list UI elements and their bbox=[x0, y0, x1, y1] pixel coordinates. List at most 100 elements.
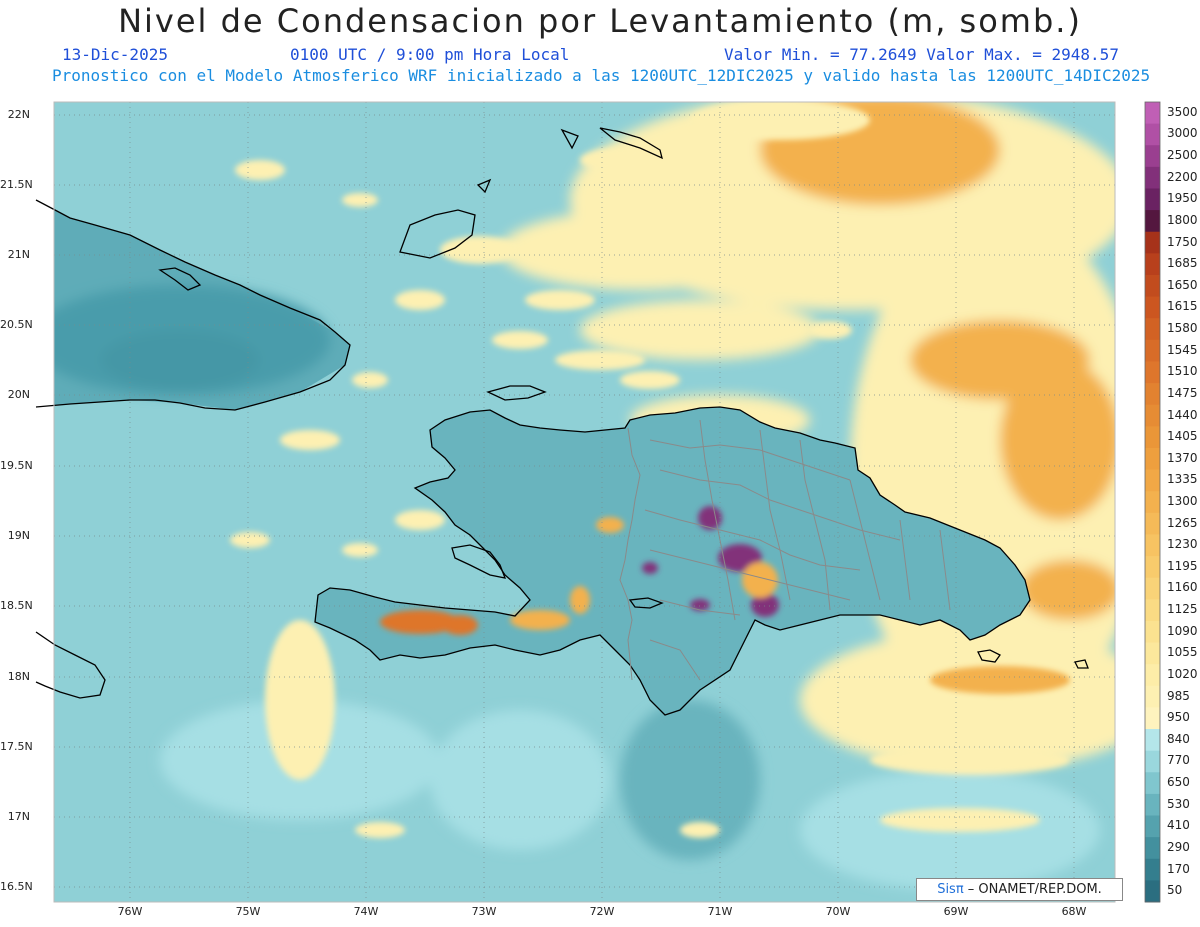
colorbar-swatch bbox=[1145, 707, 1160, 730]
caicos-islands bbox=[476, 127, 663, 194]
lat-tick-label: 18.5N bbox=[0, 599, 33, 612]
high-lcl-cells bbox=[380, 506, 779, 635]
colorbar-swatch bbox=[1145, 729, 1160, 752]
colorbar-label: 50 bbox=[1167, 883, 1183, 898]
colorbar-label: 530 bbox=[1167, 796, 1190, 811]
credit-text: – ONAMET/REP.DOM. bbox=[963, 882, 1102, 897]
field-streak bbox=[750, 260, 810, 280]
colorbar-label: 290 bbox=[1167, 839, 1190, 854]
lon-tick-label: 75W bbox=[235, 905, 261, 918]
field-blob bbox=[620, 700, 760, 860]
colorbar-swatch bbox=[1145, 534, 1160, 557]
lat-tick-label: 19.5N bbox=[0, 459, 33, 472]
field-streak bbox=[395, 290, 445, 310]
colorbar-swatch bbox=[1145, 339, 1160, 362]
colorbar-swatch bbox=[1145, 750, 1160, 773]
lon-tick-label: 70W bbox=[825, 905, 851, 918]
colorbar-label: 1440 bbox=[1167, 407, 1198, 422]
province-borders bbox=[644, 419, 951, 681]
field-streak bbox=[280, 430, 340, 450]
colorbar-swatch bbox=[1145, 556, 1160, 579]
lat-tick-label: 20N bbox=[7, 388, 30, 401]
lon-tick-label: 69W bbox=[943, 905, 969, 918]
lon-tick-label: 73W bbox=[471, 905, 497, 918]
colorbar-label: 1055 bbox=[1167, 645, 1198, 660]
colorbar-swatch bbox=[1145, 772, 1160, 795]
colorbar-label: 1510 bbox=[1167, 364, 1198, 379]
colorbar-label: 1545 bbox=[1167, 342, 1198, 357]
forecast-description: Pronostico con el Modelo Atmosferico WRF… bbox=[52, 66, 1151, 85]
colorbar-swatch bbox=[1145, 880, 1160, 903]
high-lcl-cell bbox=[570, 586, 590, 614]
forecast-time: 0100 UTC / 9:00 pm Hora Local bbox=[290, 45, 570, 64]
colorbar-frame bbox=[1144, 101, 1161, 903]
field-blob bbox=[1020, 560, 1115, 620]
colorbar-swatch bbox=[1145, 642, 1160, 665]
colorbar-label: 1090 bbox=[1167, 623, 1198, 638]
hispaniola-coastline bbox=[314, 406, 1031, 716]
colorbar-label: 1750 bbox=[1167, 234, 1198, 249]
lat-tick-label: 19N bbox=[7, 529, 30, 542]
colorbar-swatch bbox=[1145, 166, 1160, 189]
field-streak bbox=[395, 510, 445, 530]
haiti-dr-border bbox=[619, 427, 641, 681]
colorbar-swatch bbox=[1145, 188, 1160, 211]
field-blob bbox=[1000, 360, 1115, 520]
field-streak bbox=[870, 746, 1070, 774]
high-lcl-cell bbox=[442, 615, 478, 635]
shaded-field bbox=[54, 102, 1115, 902]
colorbar-label: 950 bbox=[1167, 710, 1190, 725]
colorbar-label: 170 bbox=[1167, 861, 1190, 876]
field-streak bbox=[355, 822, 405, 838]
colorbar-label: 1800 bbox=[1167, 212, 1198, 227]
field-streak bbox=[670, 190, 730, 210]
colorbar-swatch bbox=[1145, 664, 1160, 687]
colorbar-label: 410 bbox=[1167, 818, 1190, 833]
cuba-land-fill bbox=[54, 209, 350, 410]
high-lcl-cell bbox=[698, 506, 722, 530]
colorbar-swatch bbox=[1145, 620, 1160, 644]
lon-tick-label: 68W bbox=[1061, 905, 1087, 918]
colorbar-swatch bbox=[1145, 599, 1160, 622]
field-streak bbox=[440, 236, 520, 264]
colorbar-label: 1195 bbox=[1167, 558, 1198, 573]
sis-logo: Sisπ bbox=[937, 882, 964, 897]
lake-enriquillo bbox=[628, 597, 664, 609]
saona-island bbox=[977, 649, 1001, 663]
colorbar-swatch bbox=[1145, 404, 1160, 427]
field-streak bbox=[525, 290, 595, 310]
colorbar-label: 2500 bbox=[1167, 148, 1198, 163]
min-max-values: Valor Min. = 77.2649 Valor Max. = 2948.5… bbox=[724, 45, 1119, 64]
colorbar-label: 1615 bbox=[1167, 299, 1198, 314]
tortuga-island bbox=[486, 385, 547, 401]
forecast-date: 13-Dic-2025 bbox=[62, 45, 168, 64]
colorbar-label: 1300 bbox=[1167, 494, 1198, 508]
lat-tick-label: 21N bbox=[7, 248, 30, 261]
colorbar-label: 3000 bbox=[1167, 126, 1198, 141]
field-streak bbox=[352, 372, 388, 388]
colorbar-swatch bbox=[1145, 145, 1160, 168]
credit-box: Sisπ – ONAMET/REP.DOM. bbox=[916, 878, 1123, 901]
field-blob bbox=[500, 210, 780, 290]
field-streaks bbox=[230, 102, 1070, 838]
field-streak bbox=[555, 350, 645, 370]
field-streak bbox=[620, 371, 680, 389]
colorbar-swatch bbox=[1145, 512, 1160, 535]
field-streak bbox=[230, 532, 270, 548]
colorbar-swatch bbox=[1145, 577, 1160, 600]
field-streak bbox=[690, 102, 870, 140]
colorbar-label: 650 bbox=[1167, 775, 1190, 790]
lon-tick-label: 71W bbox=[707, 905, 733, 918]
colorbar-swatch bbox=[1145, 274, 1160, 298]
field-streak bbox=[265, 620, 335, 780]
lon-tick-label: 74W bbox=[353, 905, 379, 918]
lat-tick-label: 16.5N bbox=[0, 880, 33, 893]
colorbar-label: 1125 bbox=[1167, 602, 1198, 617]
plot-frame bbox=[53, 101, 1116, 903]
colorbar-swatch bbox=[1145, 296, 1160, 319]
colorbar bbox=[1144, 101, 1161, 903]
colorbar-label: 3500 bbox=[1167, 104, 1198, 119]
lon-tick-label: 76W bbox=[117, 905, 143, 918]
colorbar-label: 1230 bbox=[1167, 537, 1198, 552]
high-lcl-cell bbox=[380, 610, 460, 634]
